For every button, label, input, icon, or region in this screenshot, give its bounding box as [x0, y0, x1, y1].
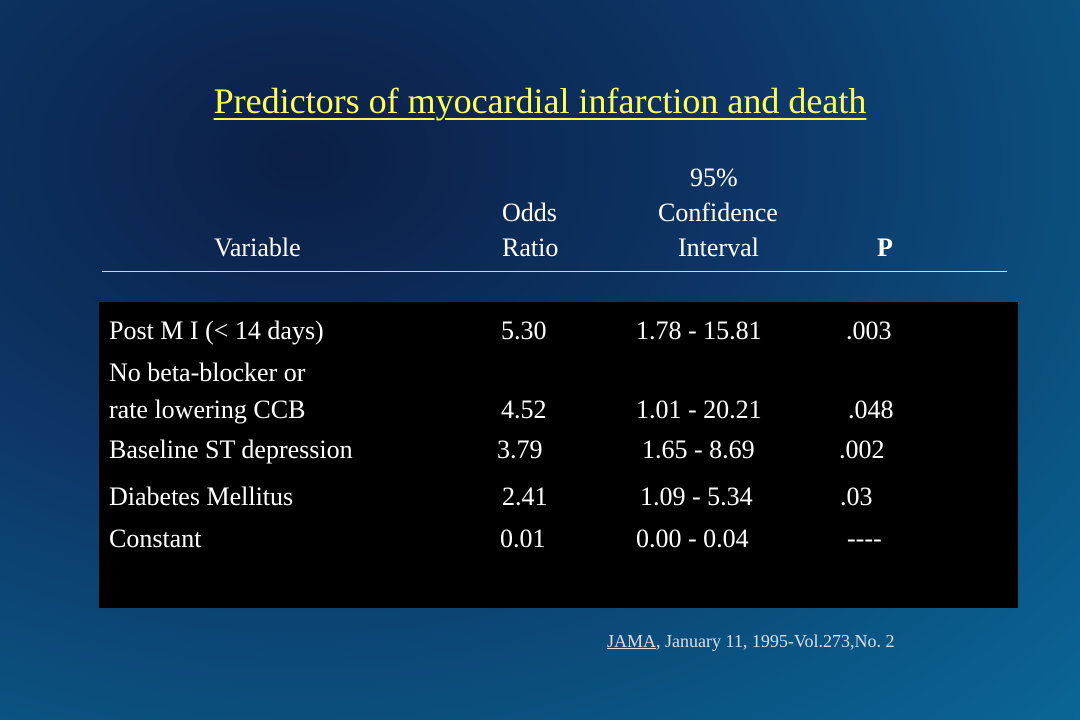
table-cell-odds-ratio: 5.30 — [501, 316, 547, 345]
data-table: Post M I (< 14 days) 5.30 1.78 - 15.81 .… — [99, 302, 1018, 608]
header-ci-line3: Interval — [678, 233, 759, 262]
table-cell-p: .003 — [846, 316, 892, 345]
table-cell-variable: Post M I (< 14 days) — [109, 316, 324, 345]
table-cell-p: .048 — [848, 395, 894, 424]
header-odds-line1: Odds — [502, 198, 557, 227]
table-cell-variable: rate lowering CCB — [109, 395, 306, 424]
table-cell-variable: Constant — [109, 524, 202, 553]
header-ci-line1: 95% — [690, 163, 738, 192]
table-cell-odds-ratio: 4.52 — [501, 395, 547, 424]
header-odds-line2: Ratio — [502, 233, 559, 262]
table-cell-confidence-interval: 0.00 - 0.04 — [636, 524, 749, 553]
header-p: P — [877, 233, 893, 262]
table-cell-confidence-interval: 1.01 - 20.21 — [636, 395, 762, 424]
header-variable: Variable — [214, 233, 301, 262]
table-cell-confidence-interval: 1.09 - 5.34 — [640, 482, 753, 511]
table-cell-odds-ratio: 3.79 — [497, 435, 543, 464]
table-cell-variable: Baseline ST depression — [109, 435, 353, 464]
citation-details: , January 11, 1995-Vol.273,No. 2 — [656, 631, 895, 651]
table-cell-variable: No beta-blocker or — [109, 358, 306, 387]
header-ci-line2: Confidence — [658, 198, 778, 227]
table-cell-variable: Diabetes Mellitus — [109, 482, 294, 511]
table-cell-odds-ratio: 0.01 — [500, 524, 546, 553]
table-cell-p: .03 — [840, 482, 873, 511]
citation: JAMA, January 11, 1995-Vol.273,No. 2 — [607, 631, 895, 652]
table-cell-p: .002 — [839, 435, 885, 464]
table-cell-confidence-interval: 1.78 - 15.81 — [636, 316, 762, 345]
table-cell-confidence-interval: 1.65 - 8.69 — [642, 435, 755, 464]
slide-title: Predictors of myocardial infarction and … — [213, 81, 867, 121]
citation-journal: JAMA — [607, 631, 657, 651]
table-cell-p: ---- — [847, 524, 882, 553]
header-divider — [102, 271, 1007, 272]
table-cell-odds-ratio: 2.41 — [502, 482, 548, 511]
